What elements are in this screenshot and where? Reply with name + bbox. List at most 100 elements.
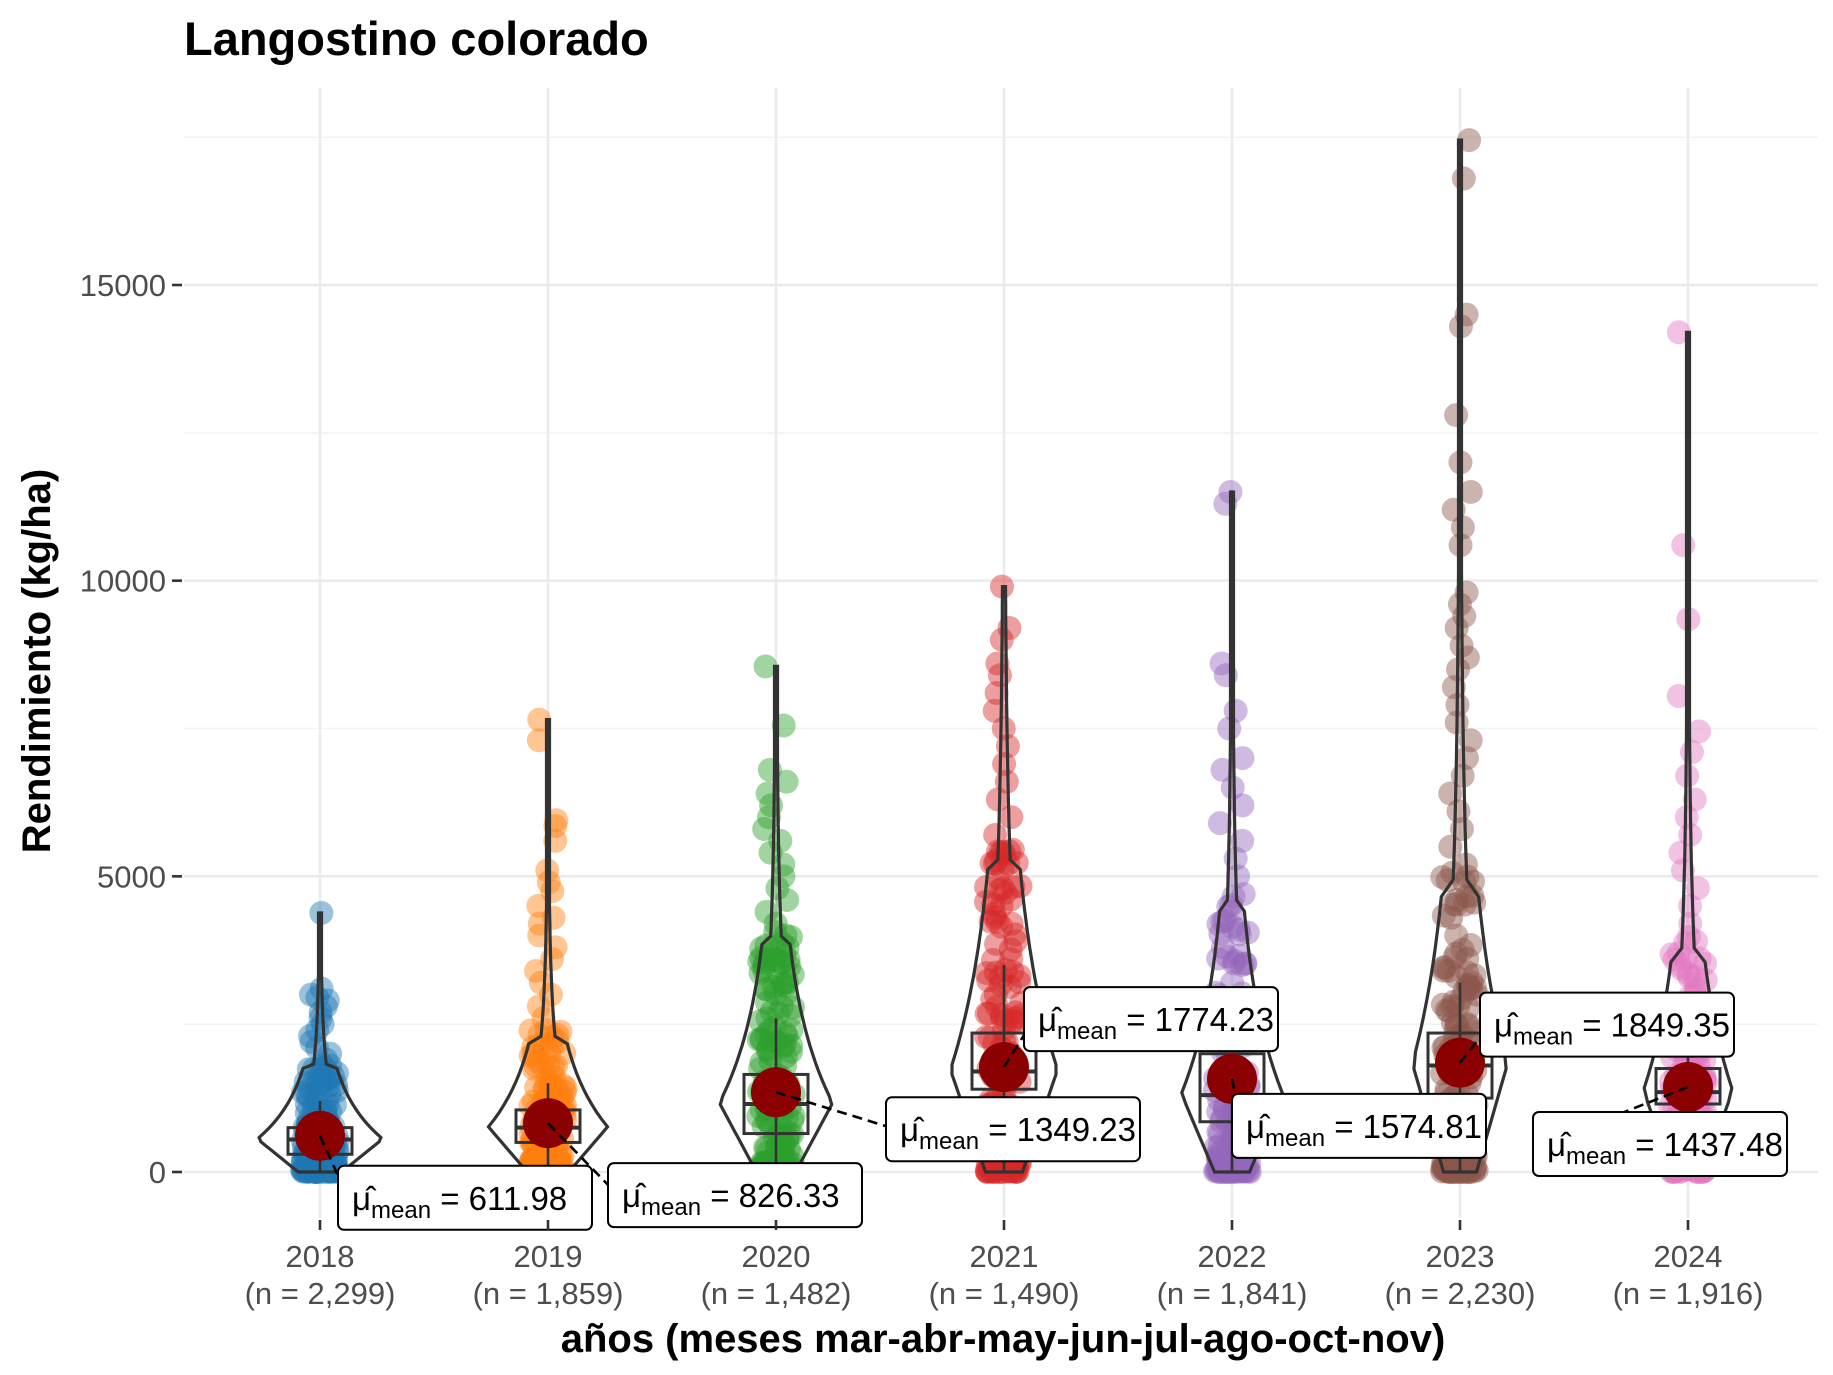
- y-tick-label: 10000: [80, 564, 166, 599]
- data-point: [748, 1009, 773, 1034]
- data-point: [994, 1008, 1019, 1033]
- data-point: [763, 981, 788, 1006]
- data-point: [1203, 1135, 1228, 1160]
- mean-label: μ̂mean = 611.98: [318, 1135, 593, 1231]
- mean-label-box: [337, 1164, 593, 1231]
- data-point: [754, 1136, 779, 1161]
- data-point: [309, 1053, 334, 1078]
- data-point: [1208, 1155, 1233, 1180]
- data-point: [304, 1156, 329, 1181]
- x-tick-label-n: (n = 1,490): [929, 1276, 1080, 1311]
- data-point: [531, 1146, 556, 1171]
- data-point: [294, 1092, 319, 1117]
- data-point: [543, 1075, 568, 1100]
- data-point: [1003, 1000, 1028, 1025]
- data-point: [1459, 976, 1484, 1001]
- data-point: [1455, 972, 1480, 997]
- data-point: [989, 1002, 1014, 1027]
- data-point: [548, 1141, 573, 1166]
- data-point: [291, 1157, 316, 1182]
- data-point: [521, 1056, 546, 1081]
- data-point: [974, 1001, 999, 1026]
- data-point: [766, 1136, 791, 1161]
- data-point: [1206, 1120, 1231, 1145]
- data-point: [974, 889, 999, 914]
- data-point: [1454, 746, 1479, 771]
- data-point: [999, 887, 1024, 912]
- data-point: [989, 1157, 1014, 1182]
- mean-label: μ̂mean = 1849.35: [1458, 991, 1735, 1064]
- violin-2019: [486, 717, 610, 1174]
- data-point: [1437, 1156, 1462, 1181]
- data-point: [754, 1022, 779, 1047]
- data-point: [983, 822, 1008, 847]
- data-point: [552, 1079, 577, 1104]
- data-point: [1659, 942, 1684, 967]
- data-point: [778, 1039, 803, 1064]
- data-point: [1215, 1156, 1240, 1181]
- data-point: [313, 994, 338, 1019]
- data-point: [1682, 964, 1707, 989]
- data-point: [754, 977, 779, 1002]
- y-axis-title: Rendimiento (kg/ha): [15, 469, 59, 853]
- data-point: [758, 840, 783, 865]
- data-point: [1442, 945, 1467, 970]
- violin-2023: [1412, 138, 1508, 1174]
- data-point: [530, 1054, 555, 1079]
- data-point: [773, 1044, 798, 1069]
- data-point: [1457, 976, 1482, 1001]
- data-point: [1446, 994, 1471, 1019]
- x-tick-label: 2021: [970, 1239, 1039, 1274]
- data-point: [545, 1029, 570, 1054]
- data-point: [1676, 962, 1701, 987]
- data-point: [988, 840, 1013, 865]
- data-point: [1206, 1099, 1231, 1124]
- mean-label-text: μ̂mean = 826.33: [622, 1177, 840, 1221]
- violin-2022: [1180, 490, 1284, 1174]
- data-point: [533, 1076, 558, 1101]
- data-point: [984, 931, 1009, 956]
- data-point: [999, 911, 1024, 936]
- data-point: [308, 1000, 333, 1025]
- data-point: [524, 1054, 549, 1079]
- data-point: [998, 937, 1023, 962]
- data-point: [774, 769, 799, 794]
- data-point: [1444, 892, 1469, 917]
- data-point: [1001, 1009, 1026, 1034]
- data-point: [976, 1001, 1001, 1026]
- data-point: [1452, 892, 1477, 917]
- data-point: [538, 1074, 563, 1099]
- data-point: [1451, 166, 1476, 191]
- data-point: [1215, 944, 1240, 969]
- data-point: [982, 905, 1007, 930]
- data-point: [974, 1024, 999, 1049]
- data-point: [775, 935, 800, 960]
- data-point: [315, 1092, 340, 1117]
- data-point: [1444, 403, 1469, 428]
- data-point: [1452, 870, 1477, 895]
- data-point: [520, 1145, 545, 1170]
- data-point: [1430, 992, 1455, 1017]
- data-point: [1440, 1156, 1465, 1181]
- data-point: [541, 1055, 566, 1080]
- data-point: [1455, 946, 1480, 971]
- data-point: [977, 1025, 1002, 1050]
- data-point: [299, 1157, 324, 1182]
- data-point: [1230, 746, 1255, 771]
- x-tick-label: 2019: [514, 1239, 583, 1274]
- x-tick-label-n: (n = 1,482): [701, 1276, 852, 1311]
- data-point: [1230, 793, 1255, 818]
- data-point: [1207, 1142, 1232, 1167]
- data-point: [1216, 1152, 1241, 1177]
- data-point: [770, 931, 795, 956]
- data-point: [540, 1024, 565, 1049]
- data-point: [524, 1075, 549, 1100]
- data-point: [985, 787, 1010, 812]
- data-point: [1676, 964, 1701, 989]
- data-point: [1207, 1121, 1232, 1146]
- data-point: [1669, 956, 1694, 981]
- data-point: [299, 1070, 324, 1095]
- data-point: [1462, 1157, 1487, 1182]
- data-point: [991, 716, 1016, 741]
